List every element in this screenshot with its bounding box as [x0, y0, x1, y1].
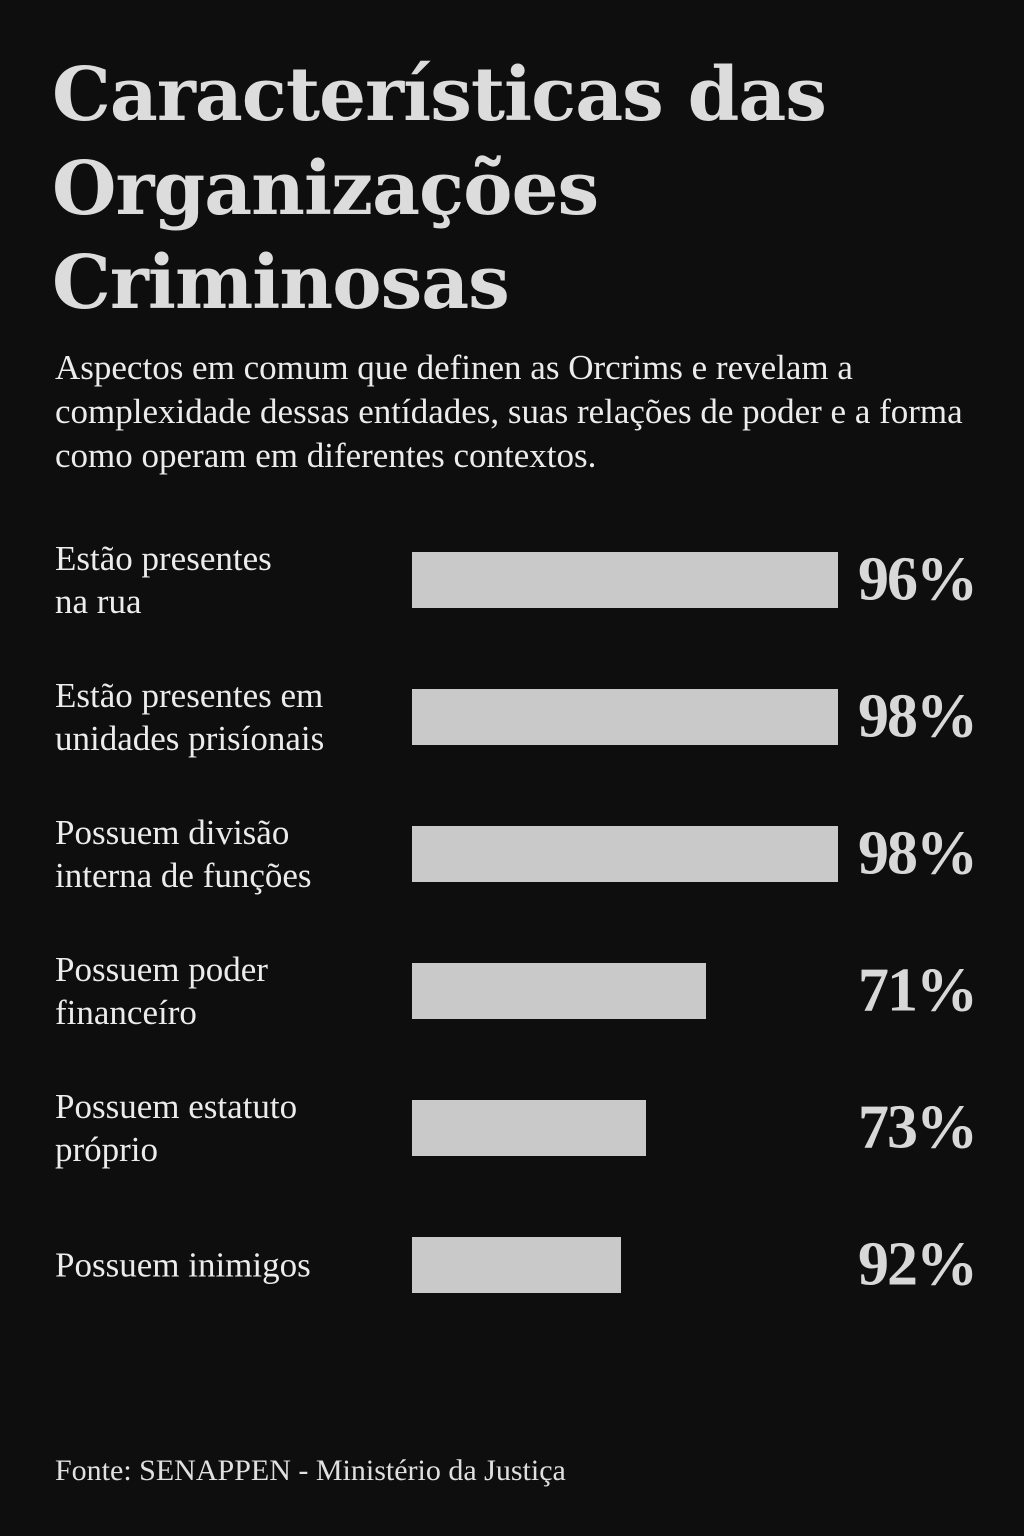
category-label: Possuem estatuto próprio — [55, 1087, 298, 1169]
bar — [412, 1237, 621, 1293]
source-note: Fonte: SENAPPEN - Ministério da Justiça — [55, 1454, 566, 1487]
value-label: 96% — [858, 545, 978, 614]
value-label: 98% — [858, 682, 978, 751]
category-label: Estão presentes em unidades prisíonais — [55, 676, 325, 758]
value-label: 71% — [858, 956, 978, 1025]
category-label: Possuem poder financeíro — [55, 950, 268, 1032]
category-label: Possuem divisão interna de funções — [55, 813, 312, 895]
bar-row: Possuem divisão interna de funções 98% — [0, 799, 1024, 909]
value-label: 98% — [858, 819, 978, 888]
category-label: Estão presentes na rua — [55, 539, 272, 621]
bar-row: Estão presentes na rua 96% — [0, 525, 1024, 635]
bar — [412, 552, 838, 608]
bar-row: Estão presentes em unidades prisíonais 98… — [0, 662, 1024, 772]
bar — [412, 1100, 647, 1156]
bar-row: Possuem inimigos 92% — [0, 1210, 1024, 1320]
bar-row: Possuem estatuto próprio 73% — [0, 1073, 1024, 1183]
bar — [412, 826, 838, 882]
category-label: Possuem inimigos — [55, 1245, 311, 1285]
value-label: 92% — [858, 1230, 978, 1299]
bar — [412, 963, 706, 1019]
chart-subtitle: Aspectos em comum que definen as Orcrims… — [55, 348, 963, 475]
bar-row: Possuem poder financeíro 71% — [0, 936, 1024, 1046]
bar — [412, 689, 838, 745]
value-label: 73% — [858, 1093, 978, 1162]
chart-title: Características das Organizações Crimino… — [52, 52, 827, 326]
